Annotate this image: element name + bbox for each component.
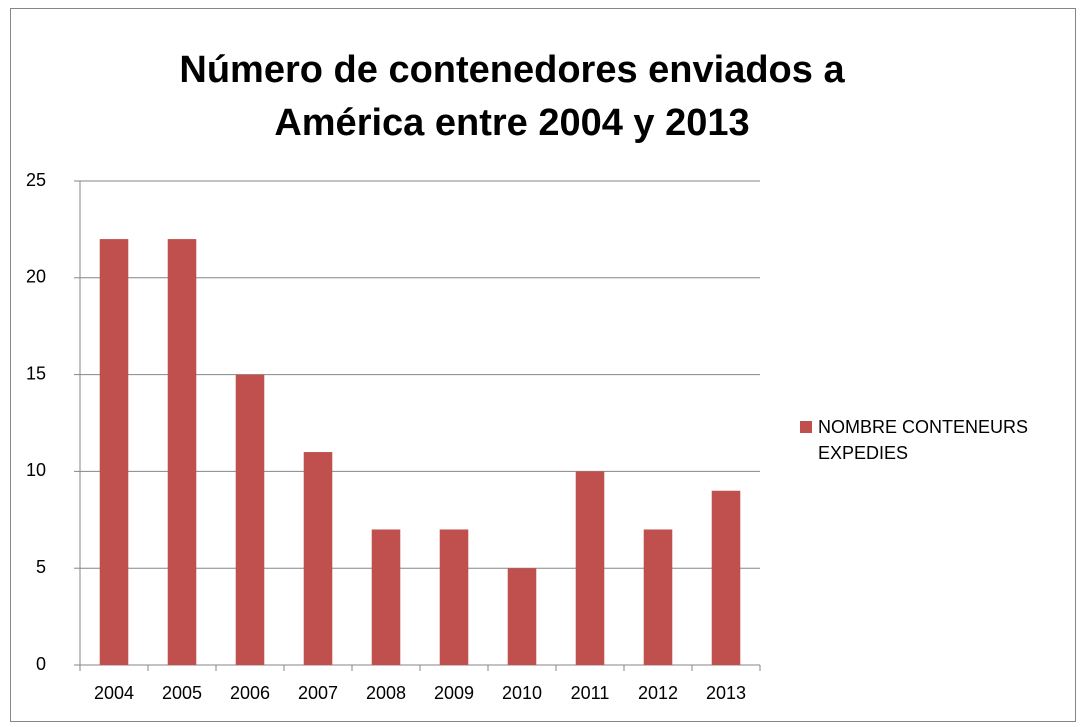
x-tick-label: 2010 (502, 683, 542, 703)
x-tick-label: 2009 (434, 683, 474, 703)
legend-swatch (800, 421, 812, 433)
x-tick-label: 2013 (706, 683, 746, 703)
x-tick-label: 2011 (571, 683, 610, 703)
y-tick-label: 5 (36, 557, 46, 577)
bar (575, 471, 605, 665)
y-tick-label: 25 (26, 170, 46, 190)
bar (711, 490, 741, 665)
x-tick-label: 2006 (230, 683, 270, 703)
legend-label: NOMBRE CONTENEURS EXPEDIES (818, 417, 1029, 463)
bar (439, 529, 469, 665)
x-tick-label: 2007 (298, 683, 338, 703)
bar (643, 529, 673, 665)
y-tick-label: 15 (26, 363, 46, 383)
x-tick-label: 2012 (638, 683, 678, 703)
y-tick-label: 20 (26, 267, 46, 287)
x-tick-label: 2004 (94, 683, 134, 703)
bar (303, 452, 333, 665)
bar (235, 374, 265, 665)
chart-title: Número de contenedores enviados a Améric… (179, 49, 845, 144)
x-tick-label: 2005 (162, 683, 202, 703)
bar (371, 529, 401, 665)
x-tick-label: 2008 (366, 683, 406, 703)
y-tick-label: 10 (26, 460, 46, 480)
bar (99, 239, 129, 665)
y-tick-label: 0 (36, 654, 46, 674)
bar (167, 239, 197, 665)
bar (507, 568, 537, 665)
chart-frame (10, 8, 1076, 722)
